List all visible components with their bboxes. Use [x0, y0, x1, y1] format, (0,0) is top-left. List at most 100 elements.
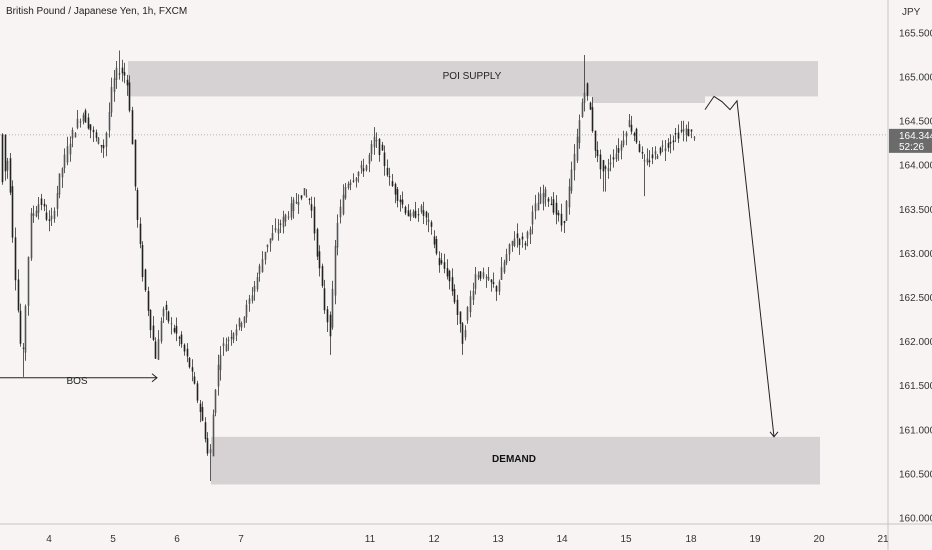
- candle-body: [643, 160, 646, 162]
- candle-body: [69, 143, 72, 155]
- candle-body: [157, 339, 160, 360]
- demand-label: DEMAND: [492, 454, 536, 465]
- candle-body: [37, 204, 40, 213]
- candle-body: [58, 173, 61, 195]
- candle-body: [474, 274, 477, 289]
- candle-body: [232, 333, 235, 340]
- candle-body: [651, 154, 654, 159]
- candle-body: [193, 376, 196, 384]
- currency-label: JPY: [902, 7, 921, 18]
- candle-body: [243, 317, 246, 324]
- candle-body: [409, 213, 412, 217]
- candle-body: [40, 198, 43, 205]
- price-tick-label: 162.000: [899, 337, 932, 348]
- projection-arrowhead-icon: [769, 431, 779, 438]
- candle-body: [87, 117, 90, 129]
- candle-body: [4, 134, 7, 172]
- candle-body: [251, 295, 254, 301]
- candle-body: [693, 137, 696, 139]
- candle-body: [482, 272, 485, 278]
- candle-body: [123, 72, 126, 76]
- candle-body: [435, 238, 438, 254]
- candle-body: [295, 201, 298, 204]
- poi-supply-zone[interactable]: [128, 61, 818, 97]
- candle-body: [331, 288, 334, 328]
- candle-body: [100, 145, 103, 147]
- candle-body: [35, 210, 38, 217]
- candle-body: [121, 67, 124, 74]
- candle-body: [537, 202, 540, 211]
- candle-body: [160, 321, 163, 342]
- candle-body: [555, 202, 558, 215]
- candle-body: [412, 211, 415, 217]
- candle-body: [183, 344, 186, 352]
- candle-body: [560, 213, 563, 226]
- candle-body: [459, 311, 462, 324]
- candle-body: [690, 129, 693, 132]
- candle-body: [620, 144, 623, 151]
- candle-body: [110, 87, 113, 113]
- candle-body: [583, 92, 586, 103]
- candle-body: [513, 238, 516, 246]
- candle-body: [84, 110, 87, 123]
- candle-body: [144, 269, 147, 291]
- time-tick-label: 18: [685, 534, 697, 545]
- price-axis[interactable]: 160.000 160.500 161.000 161.500 162.000 162.5…: [899, 28, 932, 524]
- candle-body: [646, 158, 649, 163]
- candle-body: [305, 195, 308, 197]
- candle-body: [615, 153, 618, 160]
- candle-body: [14, 237, 17, 281]
- candle-body: [167, 311, 170, 322]
- price-tick-label: 160.500: [899, 469, 932, 480]
- candle-body: [596, 149, 599, 157]
- candle-body: [316, 229, 319, 257]
- candle-body: [277, 228, 280, 234]
- candle-body: [11, 186, 14, 238]
- candle-body: [30, 212, 33, 259]
- candle-body: [342, 194, 345, 215]
- candles-layer: [1, 50, 696, 481]
- candle-body: [661, 145, 664, 147]
- candle-body: [56, 193, 59, 209]
- candle-body: [258, 265, 261, 275]
- candle-body: [204, 422, 207, 440]
- candle-body: [622, 140, 625, 145]
- candle-body: [74, 133, 77, 138]
- candle-body: [500, 267, 503, 280]
- candle-body: [300, 195, 303, 199]
- bos-label: BOS: [66, 376, 87, 387]
- candle-body: [464, 330, 467, 338]
- candle-body: [347, 183, 350, 188]
- candle-body: [378, 138, 381, 156]
- candle-body: [45, 212, 48, 220]
- demand-zone[interactable]: [211, 436, 820, 485]
- candle-body: [420, 205, 423, 212]
- candle-body: [401, 199, 404, 205]
- candle-body: [264, 251, 267, 260]
- time-tick-label: 5: [110, 534, 116, 545]
- price-tick-label: 160.000: [899, 514, 932, 525]
- candle-body: [1, 134, 4, 183]
- candle-body: [71, 129, 74, 139]
- candle-body: [279, 223, 282, 225]
- candle-body: [427, 219, 430, 222]
- candle-body: [430, 222, 433, 227]
- candle-body: [318, 251, 321, 269]
- candle-body: [682, 128, 685, 132]
- candle-body: [245, 304, 248, 318]
- candle-body: [586, 83, 589, 96]
- candle-body: [219, 355, 222, 371]
- time-axis[interactable]: 4 5 6 7 11 12 13 14 15 18 19 20 21: [46, 534, 889, 545]
- candle-body: [383, 152, 386, 166]
- candle-body: [511, 241, 514, 246]
- candle-body: [253, 285, 256, 292]
- candle-body: [357, 171, 360, 177]
- candle-body: [321, 266, 324, 286]
- last-price: 164.344: [899, 131, 932, 142]
- candle-body: [602, 160, 605, 172]
- candle-body: [214, 389, 217, 414]
- candle-body: [22, 347, 25, 349]
- candle-body: [591, 107, 594, 132]
